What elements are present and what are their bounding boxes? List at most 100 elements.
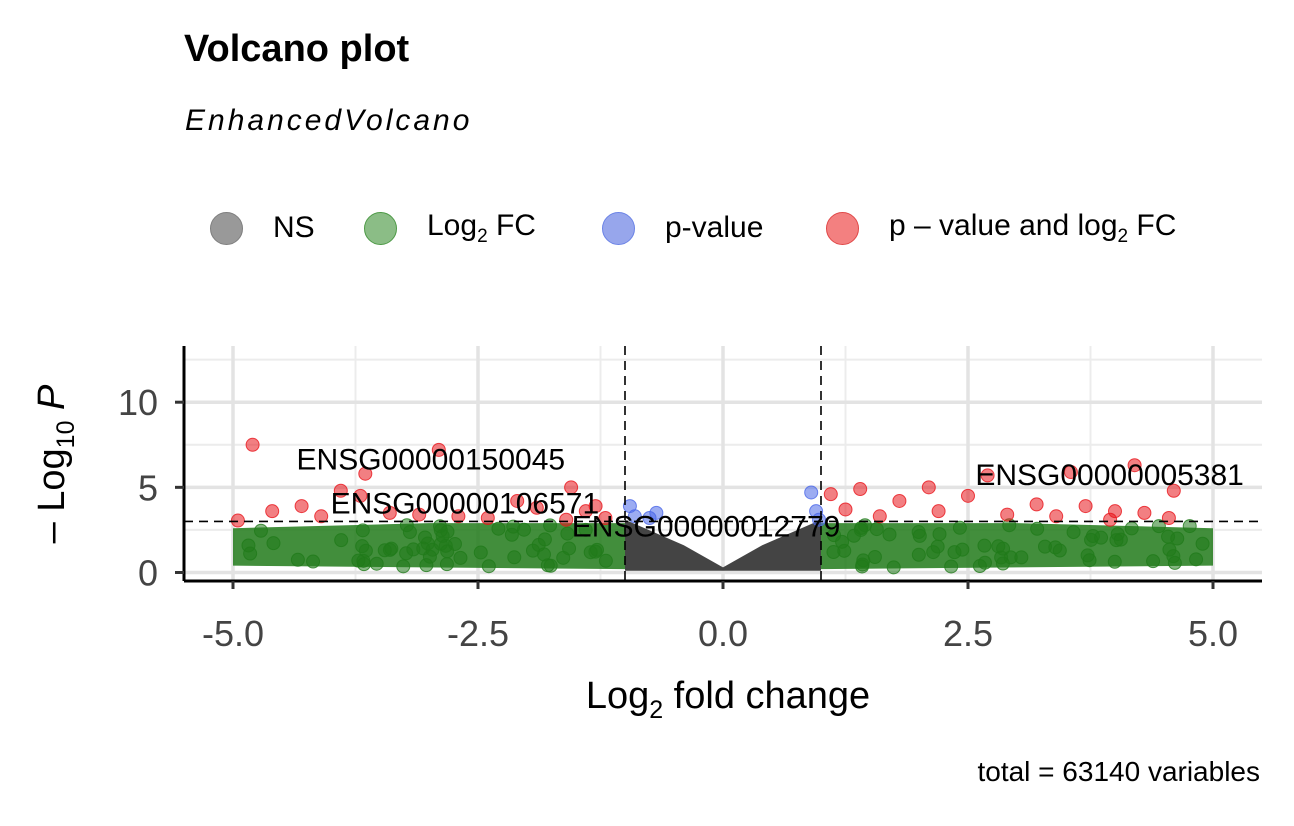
x-tick-label: -2.5: [447, 613, 509, 654]
point-pvalue-and-log2fc: [1049, 509, 1064, 524]
point-log2fc: [996, 541, 1011, 556]
point-pvalue-and-log2fc: [358, 466, 373, 481]
plot-subtitle: EnhancedVolcano: [185, 104, 473, 137]
point-log2fc: [537, 532, 552, 547]
point-log2fc: [422, 549, 437, 564]
point-pvalue-and-log2fc: [853, 482, 868, 497]
point-log2fc: [837, 543, 852, 558]
point-log2fc: [396, 559, 411, 574]
point-log2fc: [911, 547, 926, 562]
point-pvalue-and-log2fc: [980, 468, 995, 483]
point-log2fc: [1162, 542, 1177, 557]
point-log2fc: [1030, 521, 1045, 536]
point-log2fc: [932, 527, 947, 542]
point-log2fc: [439, 557, 454, 572]
point-log2fc: [543, 558, 558, 573]
point-log2fc: [556, 550, 571, 565]
y-axis-title: – Log10 P: [31, 384, 80, 543]
point-log2fc: [944, 559, 959, 574]
legend-ns-label: NS: [273, 211, 315, 244]
point-pvalue-and-log2fc: [872, 509, 887, 524]
point-pvalue-and-log2fc: [1029, 497, 1044, 512]
point-log2fc: [1110, 527, 1125, 542]
point-log2fc: [588, 544, 603, 559]
y-tick-label: 0: [138, 552, 158, 593]
x-tick-label: -5.0: [202, 613, 264, 654]
point-log2fc: [1189, 552, 1204, 567]
legend: NS Log2 FC p-value p – value and log2 FC: [0, 198, 1294, 258]
point-log2fc: [356, 553, 371, 568]
point-log2fc: [253, 523, 268, 538]
point-log2fc: [1161, 529, 1176, 544]
point-pvalue-and-log2fc: [921, 480, 936, 495]
point-pvalue: [649, 505, 664, 520]
legend-both-dot: [826, 211, 859, 245]
gene-labels: ENSG00000150045ENSG00000106571ENSG000000…: [297, 444, 1244, 544]
point-log2fc: [384, 541, 399, 556]
point-log2fc: [241, 538, 256, 553]
point-log2fc: [473, 545, 488, 560]
point-log2fc: [977, 538, 992, 553]
point-log2fc: [1094, 530, 1109, 545]
point-pvalue-and-log2fc: [1078, 499, 1093, 514]
data-points: [230, 437, 1210, 575]
y-tick-label: 5: [138, 467, 158, 508]
point-pvalue-and-log2fc: [294, 499, 309, 514]
point-log2fc: [1124, 521, 1139, 536]
point-log2fc: [598, 553, 613, 568]
legend-item-ns: NS: [210, 198, 315, 258]
point-log2fc: [1195, 536, 1210, 551]
point-pvalue-and-log2fc: [230, 513, 245, 528]
point-pvalue-and-log2fc: [1166, 483, 1181, 498]
legend-item-log2fc: Log2 FC: [364, 198, 536, 258]
point-pvalue-and-log2fc: [382, 505, 397, 520]
point-pvalue-and-log2fc: [451, 509, 466, 524]
point-pvalue: [804, 485, 819, 500]
point-pvalue-and-log2fc: [961, 488, 975, 503]
axes: -5.0 -2.5 0.0 2.5 5.0 0 5 10: [118, 346, 1262, 654]
cloud-ns: [625, 519, 821, 571]
x-tick-label: 5.0: [1188, 613, 1238, 654]
point-pvalue-and-log2fc: [588, 499, 603, 514]
point-log2fc: [972, 559, 987, 574]
point-pvalue-and-log2fc: [1103, 512, 1118, 527]
point-log2fc: [926, 545, 941, 560]
x-tick-label: 2.5: [943, 613, 993, 654]
legend-pvalue-dot: [602, 211, 635, 245]
point-log2fc: [955, 542, 970, 557]
point-pvalue-and-log2fc: [353, 488, 368, 503]
point-log2fc: [995, 556, 1010, 571]
point-pvalue-and-log2fc: [564, 480, 579, 495]
point-pvalue-and-log2fc: [892, 493, 907, 508]
point-pvalue-and-log2fc: [1137, 505, 1152, 520]
point-log2fc: [481, 559, 496, 574]
point-log2fc: [1151, 519, 1166, 534]
point-log2fc: [869, 522, 884, 537]
y-tick-label: 10: [118, 382, 158, 423]
point-log2fc: [432, 519, 447, 534]
gene-label: ENSG00000106571: [331, 487, 600, 520]
point-pvalue-and-log2fc: [510, 493, 525, 508]
point-pvalue-and-log2fc: [431, 442, 446, 457]
point-log2fc: [1082, 553, 1097, 568]
point-log2fc: [912, 528, 927, 543]
point-log2fc: [846, 528, 861, 543]
point-log2fc: [856, 553, 871, 568]
legend-log2fc-label: Log2 FC: [427, 208, 536, 247]
point-pvalue-and-log2fc: [314, 509, 329, 524]
point-log2fc: [578, 522, 593, 537]
point-log2fc: [886, 560, 901, 575]
point-log2fc: [1182, 519, 1197, 534]
point-pvalue-and-log2fc: [529, 500, 544, 515]
point-pvalue-and-log2fc: [1000, 507, 1015, 522]
legend-ns-dot: [210, 211, 243, 245]
point-log2fc: [1107, 554, 1122, 569]
point-log2fc: [290, 552, 305, 567]
point-log2fc: [355, 523, 370, 538]
point-log2fc: [306, 554, 321, 569]
point-log2fc: [1052, 543, 1067, 558]
point-pvalue-and-log2fc: [559, 512, 574, 527]
point-pvalue-and-log2fc: [1161, 510, 1176, 525]
x-tick-label: 0.0: [698, 613, 748, 654]
legend-item-both: p – value and log2 FC: [826, 198, 1176, 258]
